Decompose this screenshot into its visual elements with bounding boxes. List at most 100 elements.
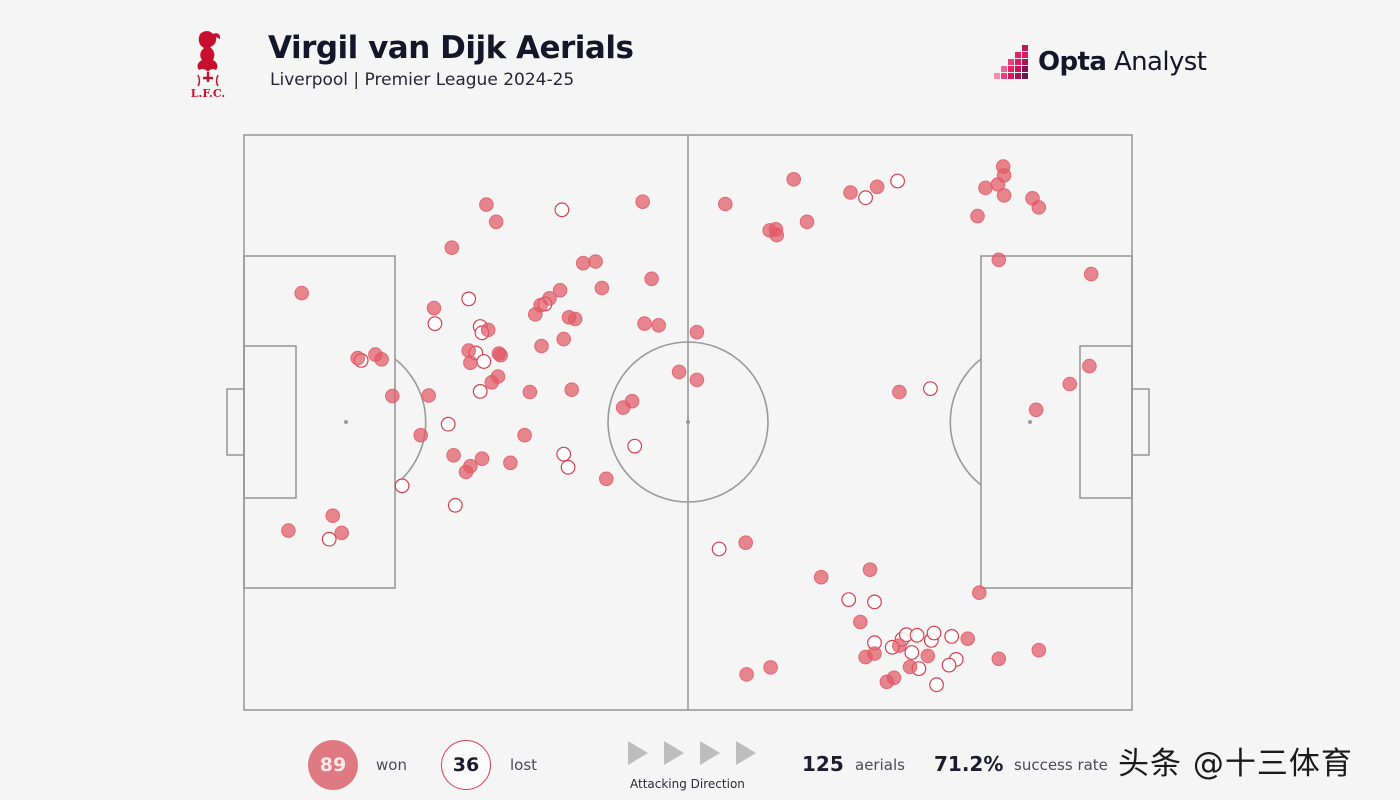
won-aerial-point bbox=[567, 311, 583, 327]
lost-aerial-point bbox=[427, 316, 443, 332]
won-aerial-point bbox=[902, 659, 918, 675]
won-aerial-point bbox=[920, 648, 936, 664]
total-aerials-value: 125 bbox=[802, 752, 844, 776]
won-aerial-point bbox=[479, 197, 494, 212]
opta-analyst-logo: Opta Analyst bbox=[994, 42, 1207, 82]
lost-aerial-point bbox=[560, 459, 576, 475]
lost-aerial-point bbox=[929, 677, 944, 693]
won-aerial-point bbox=[644, 271, 659, 287]
lost-aerial-point bbox=[440, 416, 456, 432]
right-penalty-area bbox=[980, 255, 1133, 589]
centre-circle bbox=[607, 341, 769, 503]
won-aerial-point bbox=[996, 168, 1012, 183]
source-watermark: 头条 @十三体育 bbox=[1118, 746, 1353, 782]
won-aerial-point bbox=[446, 448, 461, 463]
won-aerial-point bbox=[637, 316, 652, 331]
won-aerial-point bbox=[862, 562, 878, 578]
left-penalty-area bbox=[243, 255, 396, 589]
won-aerial-point bbox=[413, 427, 429, 443]
lost-aerial-point bbox=[447, 497, 463, 513]
won-aerial-point bbox=[813, 569, 829, 585]
lost-aerial-point bbox=[556, 446, 572, 462]
won-aerial-point bbox=[853, 614, 868, 630]
attacking-direction-arrows-icon bbox=[628, 741, 756, 765]
won-aerial-point bbox=[960, 631, 976, 647]
won-points-layer bbox=[281, 159, 1099, 690]
lost-aerial-point bbox=[711, 541, 727, 557]
won-aerial-point bbox=[374, 352, 389, 367]
won-aerial-point bbox=[972, 585, 987, 601]
success-rate-value: 71.2% bbox=[934, 752, 1004, 776]
lost-label: lost bbox=[510, 756, 538, 774]
lost-aerial-point bbox=[941, 657, 957, 673]
lost-aerial-point bbox=[627, 438, 643, 454]
won-aerial-point bbox=[294, 285, 310, 301]
won-aerial-point bbox=[991, 252, 1007, 268]
lost-aerial-point bbox=[926, 625, 942, 641]
won-aerial-point bbox=[1082, 358, 1097, 374]
chart-title: Virgil van Dijk Aerials bbox=[268, 30, 634, 66]
won-count-badge: 89 bbox=[308, 740, 358, 790]
lost-aerial-point bbox=[321, 531, 337, 547]
right-goal bbox=[1131, 388, 1150, 456]
won-aerial-point bbox=[635, 194, 651, 209]
won-aerial-point bbox=[970, 208, 985, 224]
won-aerial-point bbox=[493, 347, 508, 363]
summary-legend: 89 won 36 lost Attacking Direction 125 a… bbox=[0, 735, 1400, 800]
won-aerial-point bbox=[1031, 200, 1047, 215]
right-penalty-arc bbox=[949, 358, 982, 486]
won-aerial-point bbox=[738, 535, 754, 551]
won-aerial-point bbox=[769, 227, 785, 243]
won-aerial-point bbox=[334, 525, 350, 541]
opta-brand-text: Opta Analyst bbox=[1038, 47, 1207, 77]
won-aerial-point bbox=[517, 427, 532, 443]
won-aerial-point bbox=[350, 350, 366, 366]
won-aerial-point bbox=[474, 451, 490, 467]
won-aerial-point bbox=[1031, 642, 1047, 658]
won-aerial-point bbox=[503, 455, 518, 471]
lost-aerial-point bbox=[476, 354, 492, 369]
won-aerial-point bbox=[575, 255, 591, 271]
won-aerial-point bbox=[385, 388, 400, 404]
won-aerial-point bbox=[444, 240, 460, 255]
won-aerial-point bbox=[564, 382, 580, 398]
lost-aerial-point bbox=[867, 594, 882, 610]
won-aerial-point bbox=[480, 322, 496, 338]
won-aerial-point bbox=[978, 180, 993, 196]
won-aerial-point bbox=[892, 638, 907, 653]
won-aerial-point bbox=[1028, 402, 1044, 418]
won-aerial-point bbox=[991, 651, 1007, 667]
right-penalty-spot bbox=[1028, 420, 1032, 424]
won-aerial-point bbox=[671, 364, 687, 380]
won-aerial-point bbox=[869, 179, 885, 195]
attacking-direction-label: Attacking Direction bbox=[630, 777, 745, 791]
won-aerial-point bbox=[421, 388, 437, 403]
left-goal bbox=[226, 388, 245, 456]
won-aerial-point bbox=[799, 214, 815, 230]
won-aerial-point bbox=[689, 324, 705, 340]
won-aerial-point bbox=[996, 188, 1012, 203]
won-aerial-point bbox=[488, 214, 504, 230]
won-aerial-point bbox=[886, 670, 902, 686]
lost-aerial-point bbox=[461, 291, 477, 307]
lost-aerial-point bbox=[904, 645, 920, 660]
won-aerial-point bbox=[689, 372, 705, 388]
won-aerial-point bbox=[594, 280, 610, 296]
won-aerial-point bbox=[461, 343, 477, 358]
won-aerial-point bbox=[739, 667, 754, 682]
won-aerial-point bbox=[490, 369, 506, 384]
lost-aerial-point bbox=[923, 381, 938, 397]
won-aerial-point bbox=[426, 300, 442, 316]
pitch-scatter-plot bbox=[226, 134, 1150, 711]
won-aerial-point bbox=[892, 384, 907, 400]
won-aerial-point bbox=[458, 464, 474, 480]
won-label: won bbox=[376, 756, 407, 774]
won-aerial-point bbox=[651, 318, 667, 333]
lost-count-badge: 36 bbox=[441, 740, 491, 790]
left-penalty-spot bbox=[344, 420, 348, 424]
left-penalty-arc bbox=[394, 358, 427, 486]
won-aerial-point bbox=[599, 471, 614, 487]
lost-aerial-point bbox=[944, 629, 960, 644]
lost-aerial-point bbox=[858, 190, 873, 206]
